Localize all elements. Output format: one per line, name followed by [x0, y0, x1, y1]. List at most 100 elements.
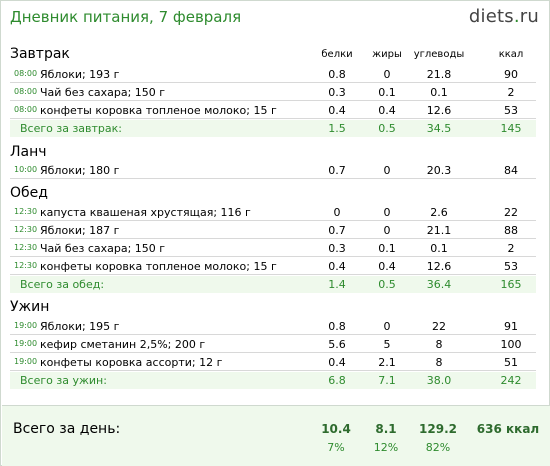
meal-title-dinner: Обед [10, 185, 48, 201]
table-row: 12:30 конфеты коровка топленое молоко; 1… [10, 258, 536, 275]
protein-value: 0.8 [328, 320, 346, 333]
carbs-value: 12.6 [426, 104, 452, 117]
fat-value: 0 [383, 206, 391, 219]
food-name: конфеты коровка ассорти; 12 г [40, 356, 223, 369]
protein-total: 6.8 [328, 374, 346, 387]
column-header-carbs: углеводы [413, 49, 465, 60]
carbs-value: 21.1 [426, 224, 452, 237]
day-carbs-percent: 82% [425, 441, 451, 454]
header: Дневник питания, 7 февраля diets.ru [1, 1, 550, 37]
kcal-value: 2 [507, 242, 515, 255]
table-row: 12:30 Чай без сахара; 150 г 0.3 0.1 0.1 … [10, 240, 536, 257]
kcal-value: 88 [504, 224, 518, 237]
kcal-total: 165 [500, 278, 522, 291]
table-row: 10:00 Яблоки; 180 г 0.7 0 20.3 84 [10, 162, 536, 179]
entry-time: 08:00 [14, 69, 38, 78]
kcal-total: 242 [500, 374, 522, 387]
carbs-value: 8 [435, 356, 443, 369]
meal-total-row: Всего за обед: 1.4 0.5 36.4 165 [10, 276, 536, 293]
kcal-value: 84 [504, 164, 518, 177]
entry-time: 08:00 [14, 105, 38, 114]
entry-time: 19:00 [14, 339, 38, 348]
food-name: конфеты коровка топленое молоко; 15 г [40, 104, 277, 117]
fat-value: 0.1 [378, 86, 396, 99]
carbs-value: 8 [435, 338, 443, 351]
kcal-value: 22 [504, 206, 518, 219]
carbs-value: 21.8 [426, 68, 452, 81]
carbs-total: 34.5 [426, 122, 452, 135]
fat-value: 2.1 [378, 356, 396, 369]
carbs-value: 0.1 [430, 86, 448, 99]
kcal-value: 90 [504, 68, 518, 81]
entry-time: 12:30 [14, 207, 38, 216]
meal-total-label: Всего за обед: [20, 278, 105, 291]
table-row: 12:30 капуста квашеная хрустящая; 116 г … [10, 204, 536, 221]
food-name: конфеты коровка топленое молоко; 15 г [40, 260, 277, 273]
day-protein-percent: 7% [327, 441, 345, 454]
carbs-value: 12.6 [426, 260, 452, 273]
fat-value: 0 [383, 164, 391, 177]
food-name: кефир сметанин 2,5%; 200 г [40, 338, 206, 351]
fat-total: 7.1 [378, 374, 396, 387]
protein-total: 1.4 [328, 278, 346, 291]
column-header-protein: белки [321, 49, 353, 60]
food-name: капуста квашеная хрустящая; 116 г [40, 206, 251, 219]
kcal-value: 91 [504, 320, 518, 333]
kcal-total: 145 [500, 122, 522, 135]
fat-value: 5 [383, 338, 391, 351]
protein-value: 0.8 [328, 68, 346, 81]
meal-title-supper: Ужин [10, 299, 50, 315]
table-row: 12:30 Яблоки; 187 г 0.7 0 21.1 88 [10, 222, 536, 239]
kcal-value: 53 [504, 260, 518, 273]
food-name: Чай без сахара; 150 г [40, 86, 166, 99]
carbs-value: 0.1 [430, 242, 448, 255]
table-row: 19:00 конфеты коровка ассорти; 12 г 0.4 … [10, 354, 536, 371]
carbs-total: 36.4 [426, 278, 452, 291]
fat-value: 0.1 [378, 242, 396, 255]
meal-total-row: Всего за завтрак: 1.5 0.5 34.5 145 [10, 120, 536, 137]
entry-time: 10:00 [14, 165, 38, 174]
kcal-value: 53 [504, 104, 518, 117]
brand-logo[interactable]: diets.ru [469, 6, 539, 27]
table-row: 08:00 конфеты коровка топленое молоко; 1… [10, 102, 536, 119]
entry-time: 19:00 [14, 321, 38, 330]
protein-value: 0.3 [328, 86, 346, 99]
fat-total: 0.5 [378, 278, 396, 291]
brand-name: diets [468, 6, 514, 27]
fat-value: 0.4 [378, 104, 396, 117]
food-name: Чай без сахара; 150 г [40, 242, 166, 255]
protein-value: 0.4 [328, 260, 346, 273]
kcal-value: 51 [504, 356, 518, 369]
fat-value: 0.4 [378, 260, 396, 273]
day-fat-percent: 12% [373, 441, 399, 454]
carbs-total: 38.0 [426, 374, 452, 387]
table-row: 19:00 кефир сметанин 2,5%; 200 г 5.6 5 8… [10, 336, 536, 353]
day-carbs-total: 129.2 [419, 422, 457, 436]
day-protein-total: 10.4 [321, 422, 351, 436]
column-header-kcal: ккал [498, 49, 524, 60]
protein-value: 0.7 [328, 224, 346, 237]
entry-time: 08:00 [14, 87, 38, 96]
brand-tld: ru [519, 6, 539, 27]
carbs-value: 22 [432, 320, 446, 333]
protein-total: 1.5 [328, 122, 346, 135]
meal-title-lunch: Ланч [10, 144, 47, 160]
fat-total: 0.5 [378, 122, 396, 135]
meal-title-breakfast: Завтрак [10, 46, 70, 62]
kcal-value: 100 [500, 338, 522, 351]
food-name: Яблоки; 187 г [40, 224, 120, 237]
column-header-fat: жиры [372, 49, 402, 60]
protein-value: 0.4 [328, 104, 346, 117]
protein-value: 0.7 [328, 164, 346, 177]
page-title: Дневник питания, 7 февраля [10, 8, 242, 26]
day-kcal-total: 636 ккал [476, 422, 540, 436]
day-fat-total: 8.1 [375, 422, 397, 436]
protein-value: 5.6 [328, 338, 346, 351]
meal-total-row: Всего за ужин: 6.8 7.1 38.0 242 [10, 372, 536, 389]
day-total-panel: Всего за день: 10.4 8.1 129.2 636 ккал 7… [2, 405, 550, 466]
fat-value: 0 [383, 68, 391, 81]
carbs-value: 2.6 [430, 206, 448, 219]
table-row: 19:00 Яблоки; 195 г 0.8 0 22 91 [10, 318, 536, 335]
day-total-label: Всего за день: [13, 421, 121, 437]
kcal-value: 2 [507, 86, 515, 99]
